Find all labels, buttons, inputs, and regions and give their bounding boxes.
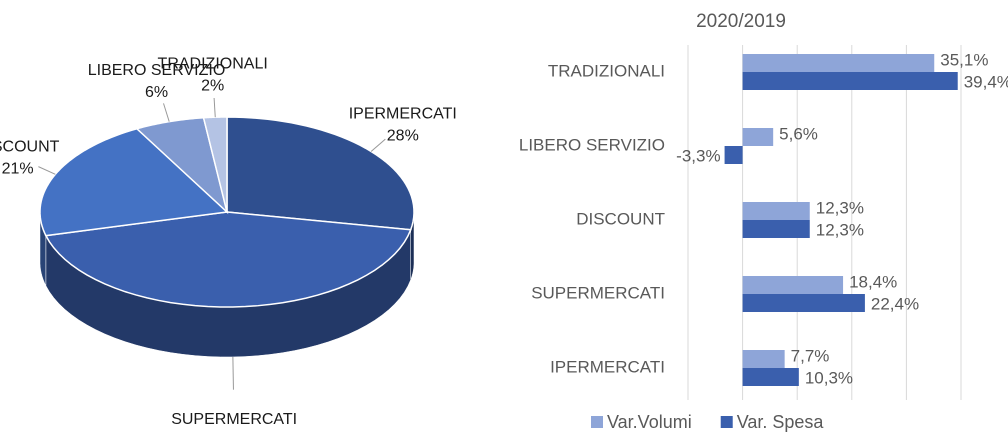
y-tick-label: LIBERO SERVIZIO	[519, 135, 665, 154]
y-tick-label: SUPERMERCATI	[531, 283, 665, 302]
value-label: 12,3%	[816, 198, 864, 217]
bar	[724, 146, 743, 164]
pie-slice	[135, 116, 229, 215]
y-tick-label: IPERMERCATI	[550, 357, 665, 376]
bar	[742, 72, 958, 90]
bar	[742, 54, 935, 72]
bar	[742, 220, 810, 238]
y-tick-label: TRADIZIONALI	[548, 61, 665, 80]
y-tick-label: DISCOUNT	[576, 209, 665, 228]
legend-label: Var. Spesa	[737, 412, 825, 432]
bar	[742, 128, 774, 146]
pie-label: SUPERMERCATI	[171, 411, 297, 428]
value-label: 12,3%	[816, 220, 864, 239]
bar	[742, 202, 810, 220]
legend-swatch	[720, 416, 733, 428]
bar	[742, 294, 865, 312]
value-label: 39,4%	[964, 72, 1008, 91]
pie-value-label: 6%	[145, 84, 168, 101]
leader-line	[232, 356, 234, 390]
chart-title: 2020/2019	[696, 11, 786, 32]
pie-label: DISCOUNT	[0, 139, 60, 156]
value-label: -3,3%	[676, 146, 720, 165]
bar	[742, 276, 844, 294]
pie-slice	[44, 211, 412, 308]
value-label: 18,4%	[849, 272, 897, 291]
pie-slice	[226, 116, 415, 231]
pie-label: TRADIZIONALI	[158, 56, 268, 73]
leader-line	[38, 166, 56, 175]
leader-line	[213, 97, 216, 118]
pie-value-label: 2%	[201, 78, 224, 95]
legend-swatch	[591, 416, 603, 428]
value-label: 5,6%	[779, 124, 818, 143]
value-label: 7,7%	[791, 346, 830, 365]
pie-value-label: 28%	[387, 127, 419, 144]
pie-value-label: 21%	[2, 161, 34, 178]
pie-label: LIBERO SERVIZIO	[88, 62, 226, 79]
legend-label: Var.Volumi	[607, 412, 692, 432]
value-label: 35,1%	[940, 50, 988, 69]
pie-value-label: 43%	[218, 433, 250, 435]
value-label: 22,4%	[871, 294, 919, 313]
value-label: 10,3%	[805, 368, 853, 387]
pie-slice	[39, 127, 229, 237]
leader-line	[163, 103, 170, 122]
bar	[742, 368, 799, 386]
pie-label: IPERMERCATI	[349, 105, 457, 122]
leader-line	[370, 138, 386, 152]
bar	[742, 350, 785, 368]
